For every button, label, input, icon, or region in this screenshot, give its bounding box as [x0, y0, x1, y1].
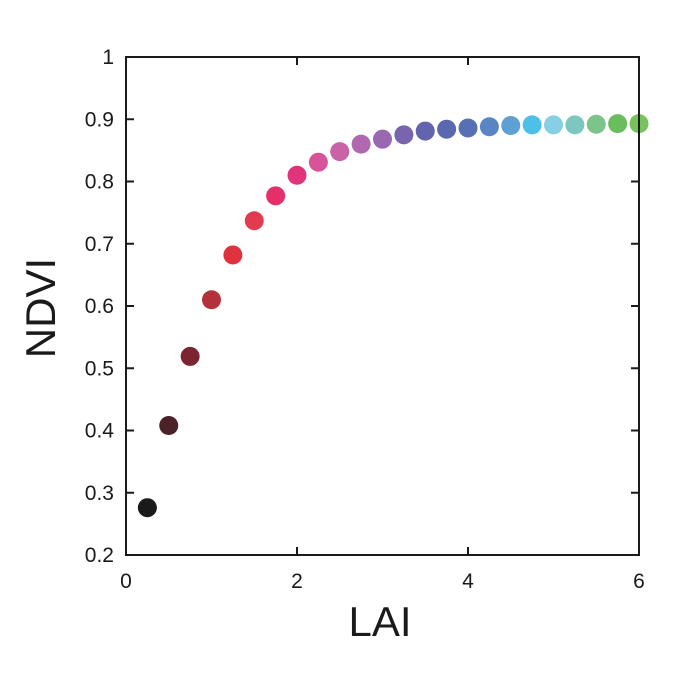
- y-tick-label: 0.6: [85, 295, 114, 318]
- y-tick-label: 0.3: [85, 482, 114, 505]
- y-axis-label: NDVI: [17, 258, 64, 358]
- data-point: [544, 115, 563, 135]
- data-point: [373, 129, 392, 149]
- data-point: [586, 114, 606, 134]
- data-point: [458, 118, 478, 138]
- x-tick-label: 4: [462, 570, 474, 593]
- data-point: [394, 125, 414, 145]
- data-point: [501, 115, 521, 135]
- data-point: [244, 211, 264, 231]
- data-point: [437, 119, 457, 139]
- data-point: [159, 416, 179, 436]
- data-point: [202, 290, 221, 310]
- y-tick-label: 0.2: [85, 544, 114, 567]
- data-point: [223, 245, 243, 265]
- y-tick-label: 0.5: [85, 357, 114, 380]
- y-tick-labels: 0.2 0.3 0.4 0.5 0.6 0.7 0.8 0.9 1: [85, 46, 115, 567]
- data-point: [308, 152, 328, 172]
- data-points: [137, 114, 649, 518]
- x-tick-labels: 0 2 4 6: [120, 570, 645, 593]
- x-tick-label: 0: [120, 570, 132, 593]
- data-point: [180, 346, 200, 366]
- y-tick-label: 0.8: [85, 171, 114, 194]
- x-tick-label: 2: [291, 570, 303, 593]
- data-point: [287, 165, 307, 185]
- x-axis-label: LAI: [348, 598, 411, 645]
- y-tick-label: 0.7: [85, 233, 114, 256]
- y-tick-label: 0.9: [85, 108, 114, 131]
- data-point: [565, 115, 585, 135]
- data-point: [137, 498, 157, 518]
- data-point: [479, 117, 499, 137]
- x-tick-label: 6: [633, 570, 645, 593]
- data-point: [522, 115, 542, 135]
- plot-frame: [125, 56, 640, 556]
- data-point: [608, 114, 628, 134]
- data-point: [266, 186, 286, 206]
- data-point: [415, 121, 435, 141]
- data-point: [330, 142, 350, 162]
- y-tick-label: 0.4: [85, 420, 115, 443]
- y-tick-label: 1: [102, 46, 114, 69]
- data-point: [351, 134, 371, 154]
